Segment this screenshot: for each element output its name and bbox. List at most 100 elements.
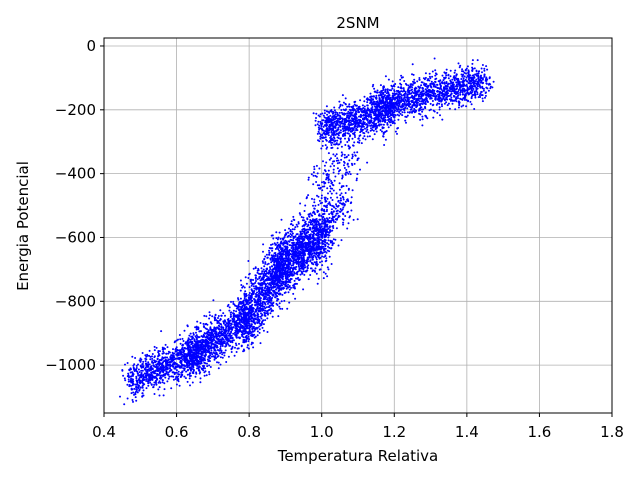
data-point — [363, 105, 366, 108]
data-point — [316, 194, 318, 197]
data-point — [153, 345, 156, 348]
data-point — [179, 376, 182, 378]
data-point — [286, 245, 289, 248]
data-point — [289, 273, 292, 275]
data-point — [150, 383, 153, 386]
data-point — [301, 254, 304, 257]
data-point — [346, 141, 349, 143]
data-point — [222, 312, 225, 315]
data-point — [257, 269, 260, 272]
data-point — [204, 340, 207, 343]
data-point — [230, 315, 232, 318]
data-point — [347, 165, 350, 168]
data-point — [208, 311, 211, 314]
data-point — [206, 333, 209, 336]
data-point — [206, 365, 209, 368]
data-point — [284, 285, 287, 288]
data-point — [345, 171, 348, 174]
data-point — [324, 272, 327, 275]
data-point — [347, 188, 350, 191]
data-point — [250, 334, 253, 337]
data-point — [264, 255, 267, 258]
data-point — [247, 317, 250, 320]
data-point — [314, 204, 317, 207]
data-point — [321, 140, 324, 143]
data-point — [255, 288, 258, 291]
data-point — [247, 347, 250, 350]
data-point — [250, 296, 253, 299]
data-point — [316, 172, 319, 175]
data-point — [251, 320, 254, 323]
data-point — [343, 156, 346, 159]
data-point — [308, 221, 311, 224]
data-point — [159, 362, 162, 365]
data-point — [329, 230, 332, 233]
data-point — [131, 371, 134, 374]
data-point — [262, 243, 265, 246]
data-point — [327, 239, 330, 242]
data-point — [256, 278, 259, 281]
data-point — [256, 294, 259, 296]
data-point — [195, 325, 198, 328]
data-point — [279, 259, 282, 262]
data-point — [320, 215, 323, 217]
data-point — [341, 104, 344, 107]
data-point — [340, 151, 343, 154]
data-point — [307, 230, 309, 233]
data-point — [283, 241, 286, 244]
data-point — [294, 253, 297, 256]
data-point — [141, 395, 144, 398]
data-point — [224, 328, 227, 331]
data-point — [203, 332, 206, 335]
data-point — [172, 378, 175, 381]
data-point — [141, 392, 144, 395]
data-point — [329, 165, 332, 168]
data-point — [188, 334, 191, 337]
data-point — [312, 204, 314, 207]
data-point — [332, 153, 335, 156]
data-point — [288, 253, 291, 256]
data-point — [216, 344, 219, 347]
data-point — [144, 366, 147, 369]
data-point — [261, 283, 264, 286]
data-point — [299, 202, 302, 205]
data-point — [270, 234, 273, 237]
data-point — [308, 243, 311, 246]
data-point — [214, 340, 217, 343]
data-point — [246, 344, 249, 347]
data-point — [181, 337, 184, 340]
data-point — [245, 337, 248, 340]
data-point — [178, 384, 181, 387]
data-point — [302, 260, 305, 263]
data-point — [217, 361, 220, 364]
data-point — [288, 288, 291, 291]
data-point — [353, 162, 356, 165]
data-point — [337, 244, 340, 247]
data-point — [137, 374, 140, 377]
data-point — [321, 207, 324, 210]
data-point — [254, 318, 257, 321]
data-point — [212, 351, 215, 354]
data-point — [318, 231, 321, 234]
data-point — [137, 368, 140, 371]
data-point — [293, 287, 296, 290]
data-point — [302, 235, 305, 238]
data-point — [294, 245, 297, 248]
data-point — [175, 375, 178, 378]
data-point — [166, 346, 169, 349]
data-point — [342, 198, 345, 201]
data-point — [171, 357, 174, 360]
data-point — [291, 244, 294, 247]
data-point — [338, 182, 341, 185]
data-point — [134, 396, 137, 399]
data-point — [177, 338, 179, 341]
data-point — [342, 196, 345, 199]
data-point — [145, 378, 148, 381]
data-point — [267, 291, 270, 294]
data-point — [306, 265, 309, 268]
data-point — [175, 346, 178, 349]
data-point — [196, 335, 199, 338]
data-point — [297, 263, 300, 266]
data-point — [347, 210, 349, 213]
